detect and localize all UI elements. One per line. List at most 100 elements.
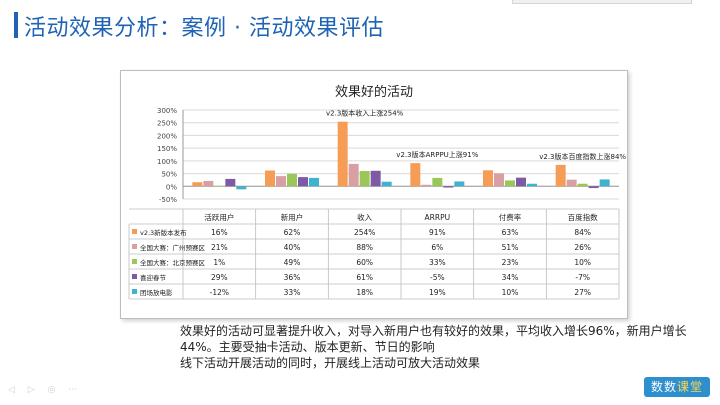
legend-label: v2.3新版本发布	[140, 228, 187, 237]
bar	[225, 178, 236, 187]
category-label: ARRPU	[425, 213, 451, 222]
bar	[421, 184, 432, 187]
note-summary: 效果好的活动可显著提升收入，对导入新用户也有较好的效果，平均收入增长96%，新用…	[180, 324, 687, 354]
bar	[287, 173, 297, 187]
bar	[381, 181, 392, 187]
bar	[214, 186, 225, 187]
legend-label: 全国大赛：北京预赛区	[140, 258, 206, 267]
y-tick-label: 0%	[166, 183, 177, 191]
bar	[588, 186, 599, 189]
legend-swatch	[132, 259, 137, 264]
table-value: 18%	[356, 288, 373, 297]
table-value: 49%	[284, 258, 301, 267]
table-value: 33%	[429, 258, 446, 267]
bar-chart: -50% 0% 50% 100% 150% 200% 250% 300% v2.3版本收入上涨2…	[128, 107, 626, 300]
table-value: 19%	[429, 288, 446, 297]
legend-label: 全国大赛：广州预赛区	[140, 243, 206, 252]
table-value: 91%	[429, 228, 446, 237]
table-value: 6%	[431, 243, 443, 252]
table-value: 23%	[502, 258, 519, 267]
bar-annotation: v2.3版本收入上涨254%	[326, 109, 404, 118]
y-tick-label: 300%	[157, 107, 177, 115]
bar	[309, 177, 319, 187]
y-tick-label: -50%	[159, 196, 177, 204]
category-label: 活跃用户	[204, 212, 234, 222]
legend-label: 喜迎春节	[140, 273, 167, 282]
bar	[599, 179, 610, 187]
slide-navigation-dots: ◁ ▷ ◎ ⋯	[8, 385, 83, 395]
table-value: 29%	[211, 273, 228, 282]
legend-label: 团场放电影	[140, 288, 173, 297]
bar-annotation: v2.3版本百度指数上涨84%	[539, 152, 626, 161]
bar	[483, 170, 493, 187]
table-value: 16%	[211, 228, 228, 237]
category-label: 付费率	[499, 212, 522, 222]
bar	[577, 183, 588, 187]
table-value: 36%	[284, 273, 301, 282]
bar	[432, 177, 443, 187]
bar	[505, 180, 515, 187]
bar	[203, 180, 214, 187]
y-tick-label: 50%	[161, 171, 177, 179]
table-value: -7%	[575, 273, 590, 282]
table-value: 254%	[354, 228, 375, 237]
bar	[443, 186, 454, 188]
bar	[555, 164, 566, 187]
table-value: 84%	[574, 228, 591, 237]
bar	[348, 163, 359, 187]
bar	[370, 170, 381, 187]
table-value: 60%	[356, 258, 373, 267]
table-value: 61%	[356, 273, 373, 282]
brand-part2: 课堂	[677, 380, 704, 394]
y-tick-label: 200%	[157, 132, 177, 140]
table-value: 33%	[284, 288, 301, 297]
table-value: 34%	[502, 273, 519, 282]
bar	[566, 179, 577, 187]
brand-logo: 数数课堂	[644, 377, 710, 397]
category-label: 百度指数	[568, 212, 598, 222]
table-value: -12%	[210, 288, 229, 297]
bar	[265, 170, 275, 187]
slide-notes: 效果好的活动可显著提升收入，对导入新用户也有较好的效果，平均收入增长96%，新用…	[180, 323, 700, 371]
bar	[192, 182, 203, 187]
table-value: 10%	[502, 288, 519, 297]
bar	[527, 183, 537, 187]
table-value: 27%	[574, 288, 591, 297]
bar	[276, 176, 286, 187]
bar	[494, 173, 504, 187]
bar	[516, 177, 526, 187]
table-value: 63%	[502, 228, 519, 237]
y-tick-label: 100%	[157, 158, 177, 166]
brand-part1: 数数	[650, 380, 677, 394]
bar	[337, 121, 348, 187]
table-value: 26%	[574, 243, 591, 252]
table-value: 10%	[574, 258, 591, 267]
bar-annotation: v2.3版本ARPPU上涨91%	[396, 150, 478, 159]
table-value: 40%	[284, 243, 301, 252]
chart-title: 效果好的活动	[334, 85, 413, 100]
legend-swatch	[132, 274, 137, 279]
table-value: -5%	[430, 273, 445, 282]
table-value: 1%	[213, 258, 225, 267]
category-label: 收入	[357, 212, 372, 222]
legend-swatch	[132, 229, 137, 234]
table-value: 21%	[211, 243, 228, 252]
bar	[359, 171, 370, 187]
chart-panel: 效果好的活动 -50% 0% 50% 100% 150% 200% 250% 300% v2.3…	[120, 70, 628, 319]
legend-swatch	[132, 244, 137, 249]
y-tick-label: 150%	[157, 145, 177, 153]
table-value: 51%	[502, 243, 519, 252]
legend-swatch	[132, 289, 137, 294]
top-right-decoration	[512, 0, 692, 4]
table-value: 88%	[356, 243, 373, 252]
table-value: 62%	[284, 228, 301, 237]
y-tick-label: 250%	[157, 120, 177, 128]
title-accent-bar	[14, 12, 18, 38]
bar	[454, 181, 465, 187]
category-label: 新用户	[281, 212, 304, 222]
bar	[236, 186, 247, 190]
note-offline: 线下活动开展活动的同时，开展线上活动可放大活动效果	[180, 356, 481, 370]
slide-title: 活动效果分析：案例 · 活动效果评估	[24, 16, 384, 41]
bar	[410, 163, 421, 187]
bar	[298, 177, 308, 187]
